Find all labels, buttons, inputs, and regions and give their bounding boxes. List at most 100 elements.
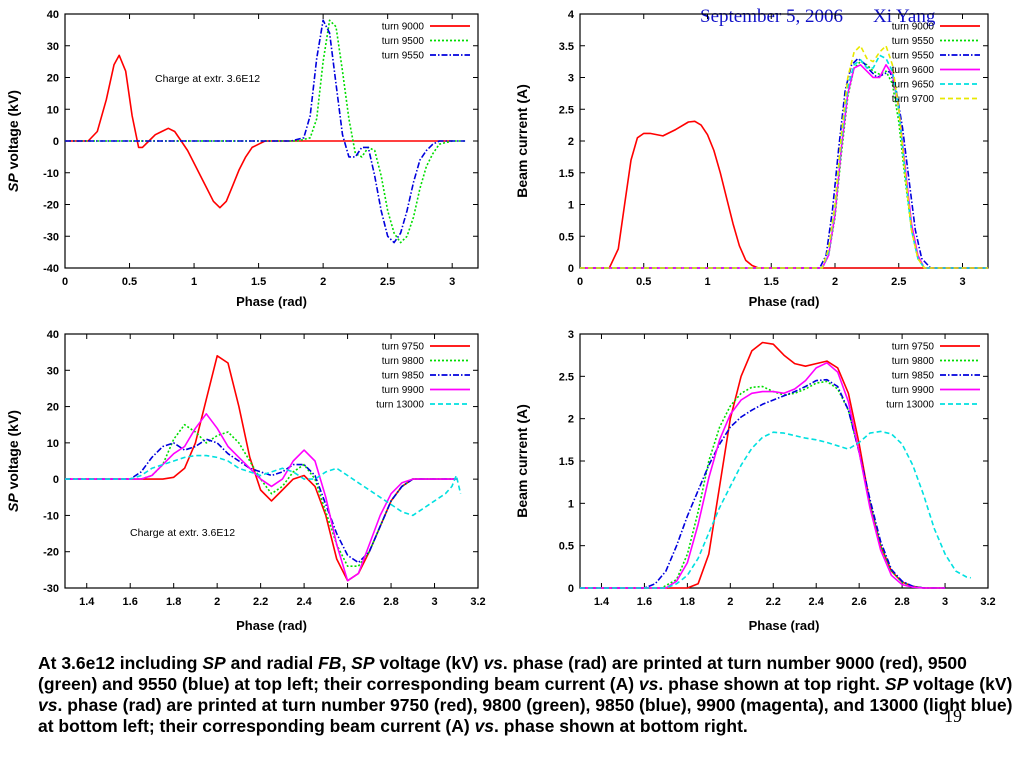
y-tick-label: -10: [43, 168, 59, 180]
x-tick-label: 1.8: [680, 596, 695, 608]
y-tick-label: -20: [43, 200, 59, 212]
y-tick-label: -30: [43, 583, 59, 595]
x-tick-label: 2.6: [852, 596, 867, 608]
y-tick-label: 10: [47, 438, 59, 450]
x-tick-label: 2.4: [809, 596, 825, 608]
y-axis-label: SP voltage (kV): [5, 90, 21, 192]
x-tick-label: 2.6: [340, 596, 355, 608]
legend-label: turn 9850: [382, 371, 425, 382]
series-line-0: [65, 354, 457, 582]
y-tick-label: 1: [568, 200, 574, 212]
x-tick-label: 0.5: [636, 276, 651, 288]
slide-caption: At 3.6e12 including SP and radial FB, SP…: [38, 653, 1013, 736]
legend-label: turn 9550: [382, 51, 425, 62]
series-line-0: [580, 341, 946, 589]
series-line-3: [580, 361, 946, 589]
x-tick-label: 2: [727, 596, 733, 608]
y-axis-label: Beam current (A): [514, 404, 530, 518]
y-axis-label: Beam current (A): [514, 84, 530, 198]
x-tick-label: 2.2: [766, 596, 781, 608]
legend-label: turn 9500: [382, 36, 425, 47]
x-axis-label: Phase (rad): [749, 618, 820, 633]
x-tick-label: 1.6: [637, 596, 652, 608]
y-tick-label: 2.5: [559, 104, 574, 116]
y-tick-label: 40: [47, 9, 59, 21]
series-line-2: [65, 19, 466, 244]
y-tick-label: 40: [47, 329, 59, 341]
series-line-0: [580, 120, 988, 269]
series-line-2: [580, 57, 988, 269]
x-tick-label: 2.4: [296, 596, 312, 608]
legend-label: turn 9000: [382, 22, 425, 33]
y-tick-label: 0.5: [559, 541, 574, 553]
legend-label: turn 9550: [892, 36, 935, 47]
x-tick-label: 0: [62, 276, 68, 288]
y-tick-label: 1: [568, 498, 574, 510]
x-tick-label: 1.5: [764, 276, 779, 288]
series-line-1: [580, 60, 988, 269]
y-tick-label: 0: [568, 263, 574, 275]
x-tick-label: 2: [320, 276, 326, 288]
legend-label: turn 13000: [886, 400, 934, 411]
y-tick-label: 3: [568, 73, 574, 85]
y-tick-label: 20: [47, 402, 59, 414]
series-line-0: [65, 54, 453, 209]
y-tick-label: 10: [47, 104, 59, 116]
y-tick-label: 2.5: [559, 371, 574, 383]
x-tick-label: 3.2: [980, 596, 995, 608]
y-tick-label: 3.5: [559, 41, 574, 53]
x-tick-label: 2.8: [894, 596, 909, 608]
x-tick-label: 3: [431, 596, 437, 608]
series-line-4: [580, 430, 971, 589]
x-tick-label: 1: [191, 276, 197, 288]
legend-label: turn 9700: [892, 94, 935, 105]
y-tick-label: 0: [53, 474, 59, 486]
chart-beam-current-bottom-right: 1.4 1.6 1.8 2 2.2 2.4 2.6 2.8 3 3.2 0 0.5 1 1.5 2 2.5 3 P…: [514, 329, 996, 633]
legend-label: turn 9800: [382, 356, 425, 367]
legend-label: turn 9550: [892, 51, 935, 62]
y-axis-label: SP voltage (kV): [5, 410, 21, 512]
chart-annotation: Charge at extr. 3.6E12: [130, 527, 235, 539]
x-tick-label: 3.2: [470, 596, 485, 608]
page-number: 19: [944, 706, 962, 726]
x-axis-label: Phase (rad): [749, 294, 820, 309]
y-tick-label: 4: [568, 9, 575, 21]
chart-sp-voltage-top-left: 0 0.5 1 1.5 2 2.5 3 -40 -30 -20 -10 0 10 20 30 40 Phase …: [5, 9, 479, 309]
x-tick-label: 2.2: [253, 596, 268, 608]
x-tick-label: 3: [449, 276, 455, 288]
x-tick-label: 3: [942, 596, 948, 608]
y-tick-label: 2: [568, 136, 574, 148]
x-tick-label: 1.6: [123, 596, 138, 608]
x-axis-label: Phase (rad): [236, 294, 307, 309]
y-axis-label-rest: voltage (kV): [5, 410, 21, 493]
x-tick-label: 2.5: [891, 276, 906, 288]
series-line-5: [580, 44, 988, 269]
legend-label: turn 13000: [376, 400, 424, 411]
chart-beam-current-top-right: 0 0.5 1 1.5 2 2.5 3 0 0.5 1 1.5 2 2.5 3 3.5 4 Phase (rad…: [514, 9, 989, 309]
legend-label: turn 9850: [892, 371, 935, 382]
x-tick-label: 1.5: [251, 276, 266, 288]
plot-frame: [64, 333, 479, 589]
y-axis-label-rest: voltage (kV): [5, 90, 21, 173]
x-tick-label: 1.4: [594, 596, 610, 608]
y-axis-label-italic: SP: [5, 173, 21, 192]
series-line-1: [65, 19, 466, 244]
y-tick-label: 30: [47, 365, 59, 377]
legend-label: turn 9800: [892, 356, 935, 367]
legend-label: turn 9750: [382, 342, 425, 353]
series-line-2: [65, 438, 457, 564]
x-tick-label: 2: [214, 596, 220, 608]
legend-label: turn 9900: [892, 385, 935, 396]
legend-label: turn 9650: [892, 80, 935, 91]
x-tick-label: 0: [577, 276, 583, 288]
series-line-1: [580, 380, 946, 589]
x-tick-label: 3: [959, 276, 965, 288]
y-tick-label: -20: [43, 547, 59, 559]
y-tick-label: -10: [43, 510, 59, 522]
y-tick-label: 20: [47, 73, 59, 85]
legend-label: turn 9750: [892, 342, 935, 353]
y-tick-label: 3: [568, 329, 574, 341]
x-tick-label: 2: [832, 276, 838, 288]
y-tick-label: 0: [568, 583, 574, 595]
legend-label: turn 9600: [892, 65, 935, 76]
